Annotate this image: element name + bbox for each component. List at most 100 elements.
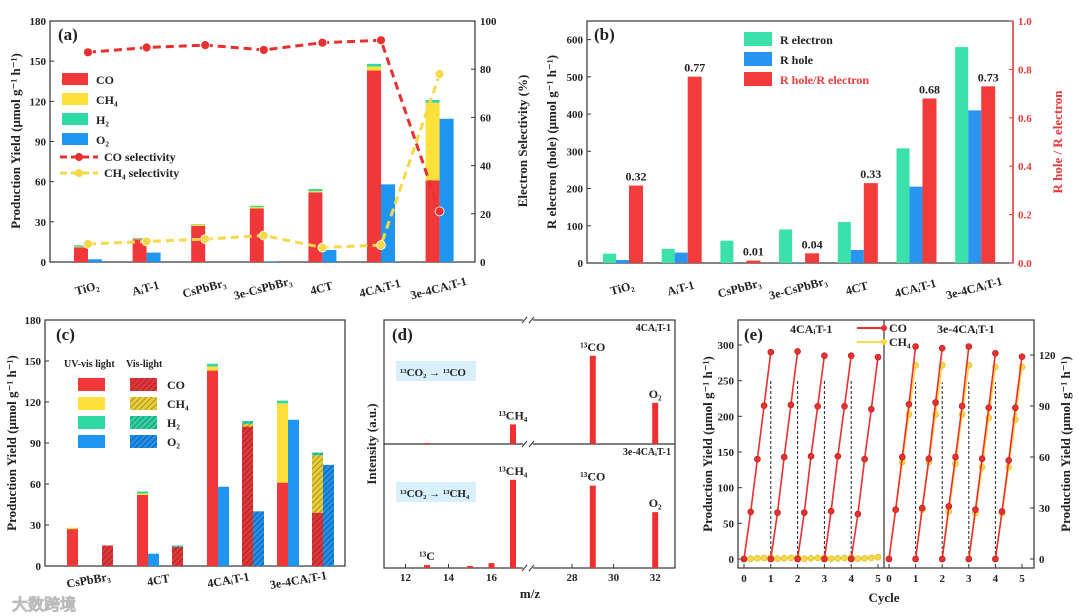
- co-point: [965, 555, 973, 563]
- co-point: [787, 401, 795, 409]
- y-tick-label: 0: [41, 257, 47, 269]
- uv-bar-ch4: [67, 527, 78, 530]
- uv-bar-h2: [137, 491, 148, 494]
- sample-label-left: 4CAᵢT-1: [790, 322, 832, 336]
- co-point: [780, 453, 788, 461]
- y-tick-label: 600: [567, 35, 584, 47]
- legend-label: R electron: [780, 33, 833, 47]
- x-tick-label: AᵢT-1: [665, 278, 695, 299]
- y-tick-label: 1.0: [1018, 16, 1032, 28]
- bar-o2: [439, 118, 454, 262]
- y-tick-label: 150: [718, 447, 735, 459]
- bar-o2: [146, 252, 161, 262]
- reaction-box: [396, 482, 476, 502]
- y-tick-label: 300: [567, 146, 584, 158]
- x-tick-label: TiO₂: [609, 278, 636, 298]
- x-tick-label: 4CT: [146, 571, 171, 589]
- plot-frame: [737, 319, 1035, 569]
- vis-bar-co: [312, 512, 323, 566]
- co-point: [874, 353, 882, 361]
- axis-break-mark: [521, 564, 528, 572]
- peak-bar: [510, 424, 516, 444]
- y-tick-label: 0: [1039, 554, 1045, 566]
- x-tick-label: 5: [875, 573, 881, 585]
- ch4-selectivity-point: [200, 234, 211, 245]
- peak-bar: [424, 565, 430, 568]
- vis-bar-o2: [253, 511, 264, 566]
- uv-bar-h2: [277, 400, 288, 404]
- bar-o2: [88, 259, 102, 262]
- x-tick-label: 32: [650, 572, 662, 584]
- co-point: [998, 508, 1006, 515]
- uv-bar-ch4: [277, 403, 288, 483]
- uv-bar-co: [277, 482, 288, 566]
- y-tick-label: 300: [718, 340, 735, 352]
- legend-label: O₂: [167, 435, 180, 449]
- x-tick-label: 14: [443, 572, 455, 584]
- ch4-selectivity-point: [434, 69, 445, 79]
- peak-label: O₂: [649, 496, 662, 510]
- vis-bar-co: [102, 545, 113, 566]
- ratio-data-label: 0.77: [684, 61, 705, 75]
- co-selectivity-point: [317, 37, 328, 48]
- x-axis-title: m/z: [520, 586, 540, 601]
- peak-bar: [510, 479, 516, 568]
- axis-break-mark: [528, 564, 535, 572]
- reaction-label: ¹³CO₂ → ¹³CO: [400, 367, 466, 379]
- y-tick-label: 500: [567, 72, 584, 84]
- ch4-point: [827, 555, 835, 562]
- legend-label: R hole/R electron: [780, 73, 869, 87]
- legend-label: CH₄: [167, 397, 189, 411]
- panel-a: (a) Production Yield (μmol g⁻¹ h⁻¹) Elec…: [8, 16, 530, 303]
- panel-b: (b) R electron (hole) (μmol g⁻¹ h⁻¹) R h…: [544, 16, 1065, 303]
- bar-r-hole: [616, 260, 629, 263]
- legend-swatch-vis: [130, 378, 157, 391]
- ch4-selectivity-point: [83, 239, 93, 249]
- legend-swatch: [744, 72, 772, 86]
- x-tick-label: 3e-CsPbBr₃: [232, 274, 294, 303]
- bar-h2: [249, 205, 264, 208]
- uv-bar-co: [137, 494, 148, 566]
- legend-swatch-uv: [78, 397, 105, 410]
- co-point: [827, 507, 835, 515]
- legend-label: CO selectivity: [104, 150, 176, 164]
- x-tick-label: 4: [848, 573, 854, 585]
- x-tick-label: CsPbBr₃: [65, 569, 111, 591]
- co-point: [912, 343, 919, 350]
- x-tick-label: 12: [400, 572, 412, 584]
- axis-break: [523, 565, 533, 571]
- peak-bar: [589, 355, 596, 444]
- y-tick-label: 30: [30, 520, 42, 532]
- y-tick-label: 0: [578, 258, 584, 270]
- x-tick-label: 4CT: [309, 278, 335, 297]
- panel-label: (e): [744, 325, 763, 344]
- peak-label: O₂: [649, 387, 662, 401]
- co-point: [861, 455, 868, 463]
- legend-swatch-ch4: [62, 93, 88, 105]
- ratio-data-label: 0.04: [802, 237, 823, 251]
- co-selectivity-point: [200, 40, 211, 50]
- bar-ratio: [981, 86, 996, 263]
- bar-ratio: [629, 185, 643, 263]
- axis-break: [523, 317, 533, 323]
- ch4-point: [834, 554, 842, 562]
- panel-e: (e) Production Yield (μmol g⁻¹ h⁻¹) Prod…: [700, 319, 1073, 605]
- y-tick-label: 100: [480, 16, 497, 28]
- y-tick-label: 100: [567, 221, 584, 233]
- co-point: [774, 509, 781, 516]
- bar-ch4: [367, 66, 381, 71]
- x-tick-label: CsPbBr₃: [181, 276, 228, 301]
- bar-ratio: [863, 183, 878, 263]
- legend-marker: [75, 169, 83, 177]
- ch4-selectivity-point: [376, 240, 386, 251]
- y-tick-label: 400: [567, 109, 584, 121]
- ch4-point: [814, 554, 822, 562]
- bar-ratio: [746, 260, 761, 263]
- y2-axis-title: R hole / R electron: [1050, 90, 1065, 194]
- x-tick-label: 4CAᵢT-1: [206, 569, 250, 590]
- ch4-point: [841, 554, 848, 562]
- co-point: [1012, 404, 1019, 412]
- bar-co: [367, 70, 381, 263]
- co-point: [841, 403, 848, 410]
